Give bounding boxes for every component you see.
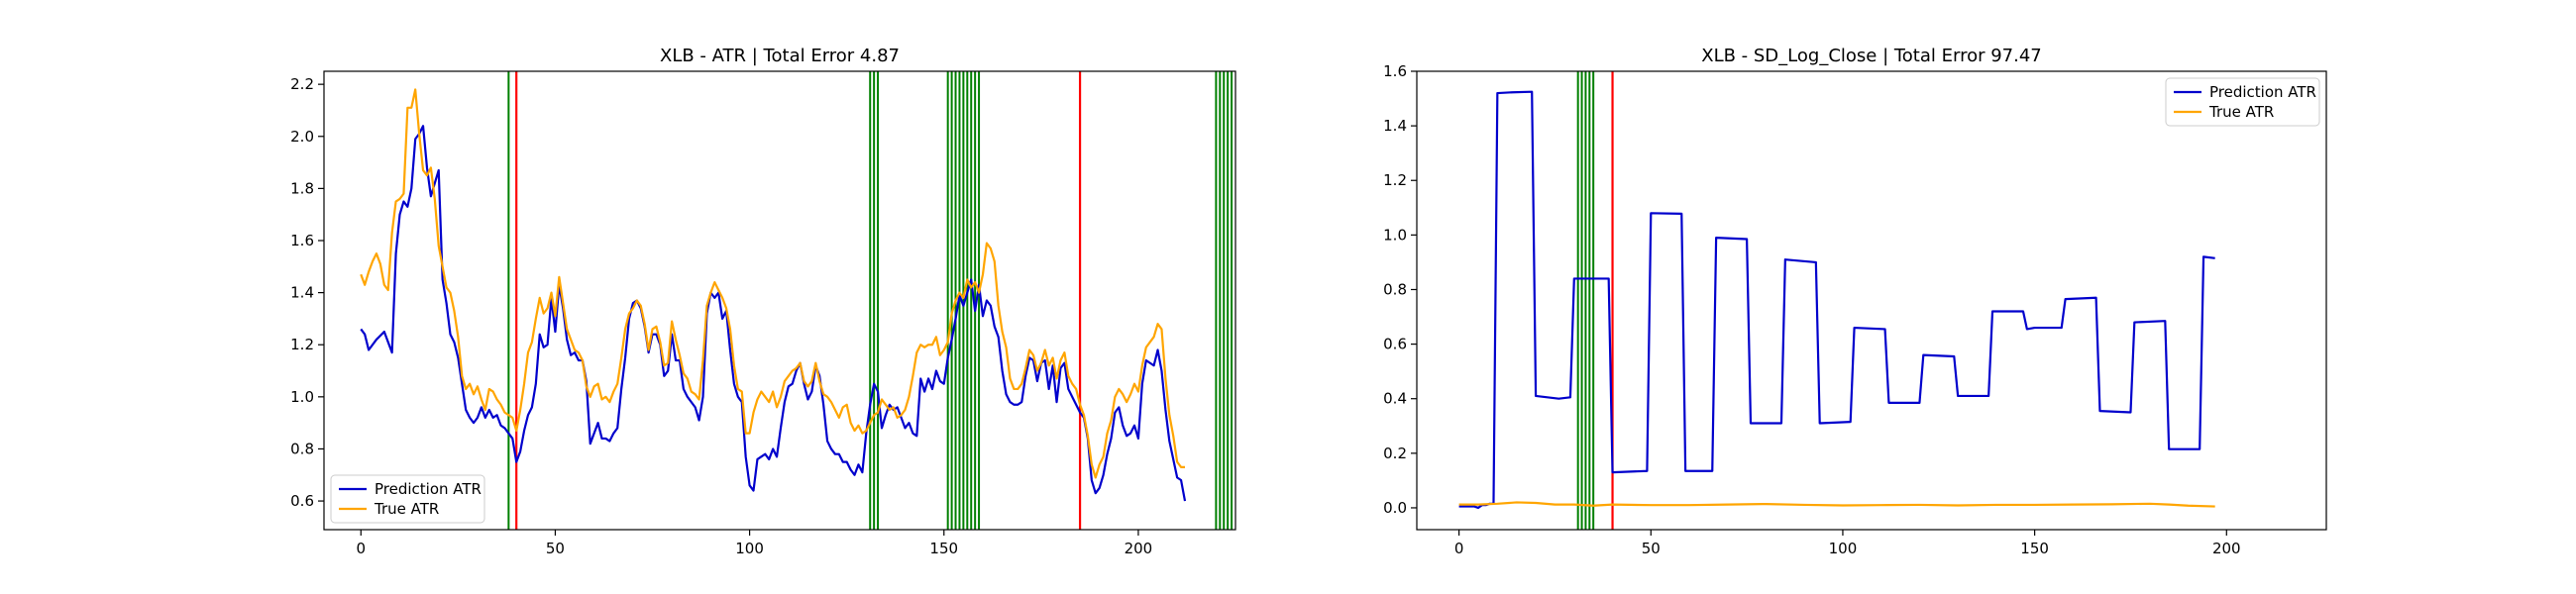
legend-label: True ATR [2208, 103, 2274, 121]
chart-title: XLB - ATR | Total Error 4.87 [660, 46, 900, 66]
series-line-true-atr [360, 88, 1185, 479]
legend-box [2165, 77, 2320, 127]
y-tick-label: 0.2 [1383, 445, 1407, 462]
series-line-prediction-atr [1458, 90, 2215, 510]
x-tick-label: 50 [546, 540, 565, 557]
plot-data [360, 71, 1234, 530]
x-tick-label: 200 [2212, 540, 2241, 557]
x-tick-label: 100 [1829, 540, 1858, 557]
y-tick-label: 1.6 [1383, 62, 1407, 80]
series-line-true-atr [1458, 501, 2215, 508]
plot-area [1417, 71, 2326, 530]
legend-box [330, 474, 485, 524]
y-tick-label: 0.6 [290, 492, 314, 510]
x-tick-label: 200 [1125, 540, 1153, 557]
legend: Prediction ATR True ATR [2165, 77, 2320, 127]
x-tick-label: 100 [735, 540, 764, 557]
y-tick-label: 0.4 [1383, 390, 1407, 408]
legend-label: True ATR [374, 500, 439, 518]
chart-title: XLB - SD_Log_Close | Total Error 97.47 [1701, 46, 2042, 66]
y-tick-label: 1.4 [1383, 117, 1407, 135]
y-tick-label: 2.0 [290, 128, 314, 146]
plot-data [1458, 71, 2215, 530]
x-tick-label: 150 [2020, 540, 2049, 557]
y-tick-label: 1.8 [290, 179, 314, 197]
y-tick-label: 2.2 [290, 75, 314, 93]
series-line-prediction-atr [360, 125, 1187, 502]
legend-label: Prediction ATR [2209, 83, 2316, 101]
x-tick-label: 0 [356, 540, 366, 557]
chart-panel-atr: 0 50 100 150 200 0.6 0.8 1.0 1.2 1.4 1.6 1.8 2.0 2.2 X… [290, 46, 1236, 557]
y-tick-label: 1.4 [290, 284, 314, 302]
y-tick-label: 0.6 [1383, 336, 1407, 353]
axes-frame [1416, 70, 2327, 531]
y-tick-label: 0.8 [1383, 280, 1407, 298]
y-tick-label: 1.2 [1383, 171, 1407, 189]
chart-panel-sd-log-close: 0 50 100 150 200 0.0 0.2 0.4 0.6 0.8 1.0 1.2 1.4 1.6 X… [1383, 46, 2327, 557]
y-tick-label: 1.0 [1383, 226, 1407, 244]
y-tick-label: 1.2 [290, 336, 314, 353]
x-tick-label: 0 [1454, 540, 1464, 557]
y-tick-label: 0.8 [290, 440, 314, 457]
plot-area [324, 71, 1235, 530]
y-tick-label: 1.6 [290, 232, 314, 249]
x-tick-label: 150 [929, 540, 958, 557]
axes-frame [323, 70, 1236, 531]
y-tick-label: 0.0 [1383, 499, 1407, 517]
legend-label: Prediction ATR [375, 480, 482, 498]
legend: Prediction ATR True ATR [330, 474, 485, 524]
y-tick-label: 1.0 [290, 388, 314, 406]
x-tick-label: 50 [1642, 540, 1661, 557]
